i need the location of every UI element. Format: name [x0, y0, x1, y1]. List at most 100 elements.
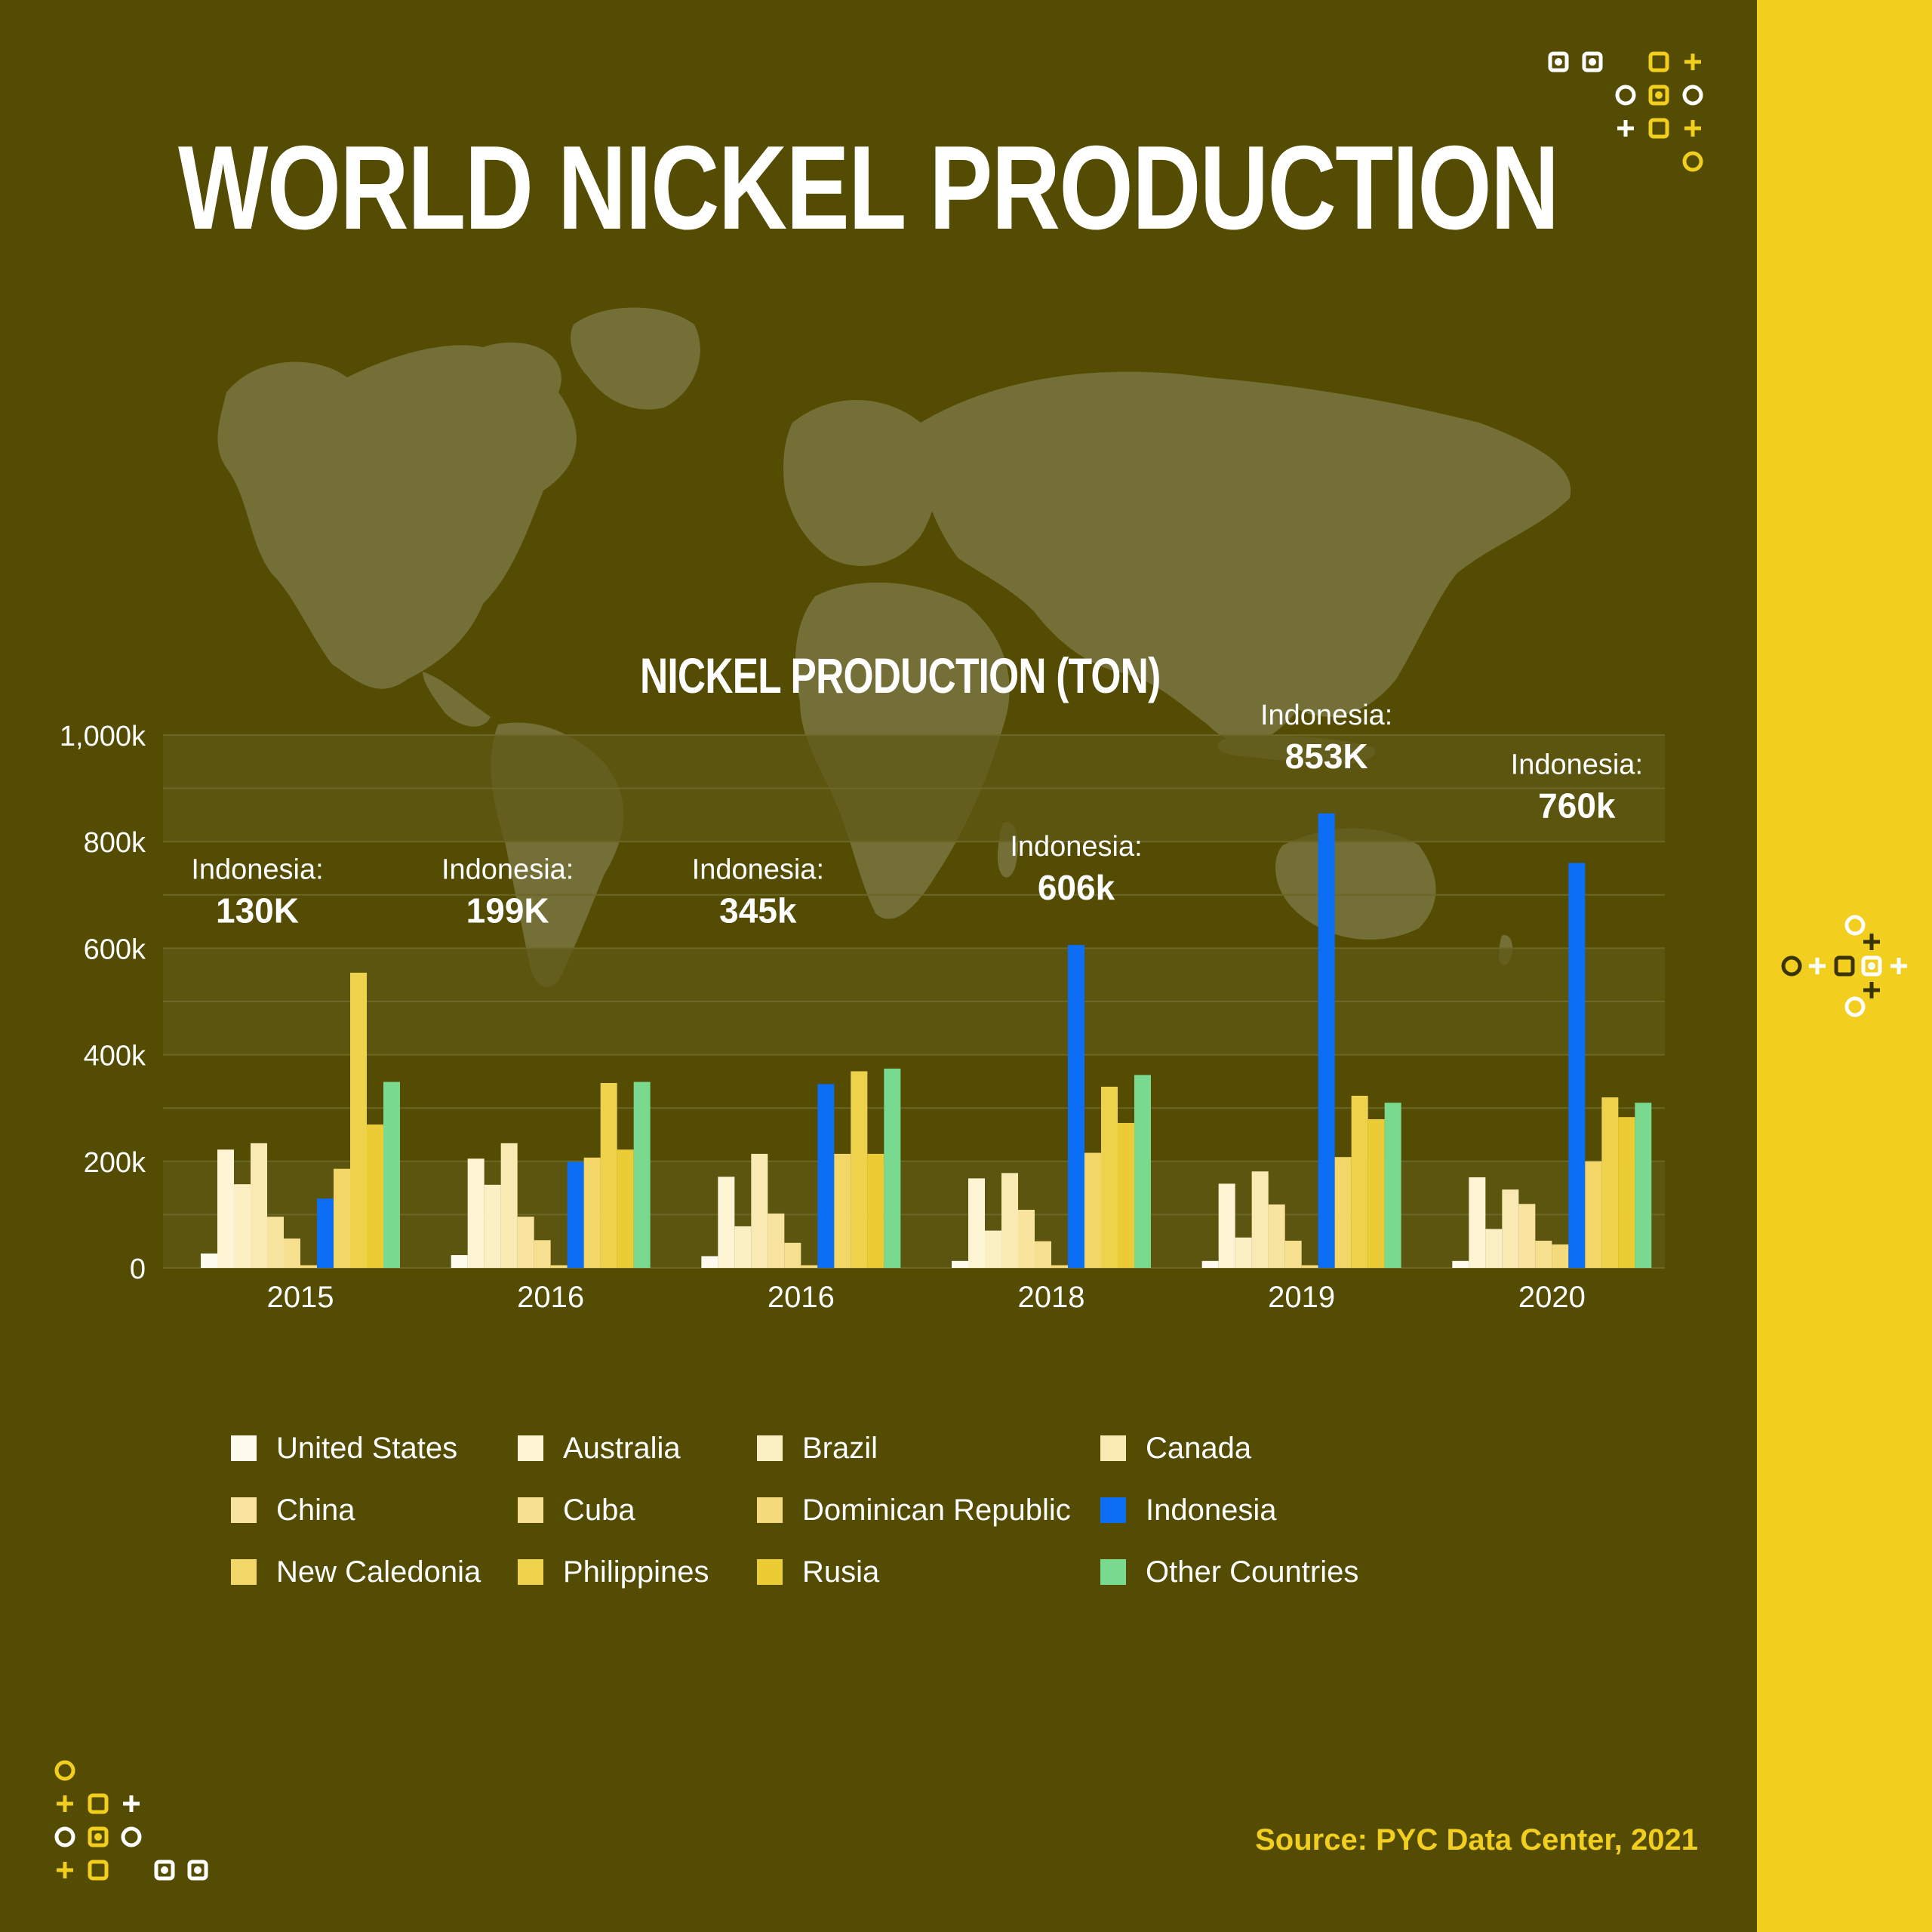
bar-rusia: [367, 1124, 383, 1268]
circle-icon: [121, 1826, 142, 1847]
annotation-label: Indonesia:: [441, 854, 574, 886]
bar-cuba: [1035, 1241, 1051, 1268]
map-greenland: [571, 307, 700, 410]
chart-annotations: Indonesia: 130K Indonesia: 199K Indonesia: 34…: [191, 700, 1643, 931]
x-tick-label: 2020: [1518, 1281, 1586, 1314]
bar-canada: [751, 1153, 768, 1268]
bar-other-countries: [633, 1081, 651, 1268]
circle-icon: [1615, 85, 1636, 106]
bar-canada: [1251, 1171, 1269, 1268]
bar-indonesia: [567, 1161, 584, 1268]
bar-indonesia: [317, 1198, 334, 1268]
legend-swatch: [1100, 1559, 1126, 1585]
bar-brazil: [734, 1226, 752, 1268]
circle-icon: [1682, 151, 1703, 172]
bar-indonesia: [817, 1084, 835, 1268]
x-tick-label: 2016: [517, 1281, 584, 1314]
bar-philippines: [600, 1083, 617, 1268]
bar-indonesia: [1318, 813, 1335, 1268]
y-tick-label: 0: [130, 1254, 146, 1285]
legend-label: Rusia: [802, 1555, 880, 1589]
square-icon: [1648, 118, 1669, 139]
bar-rusia: [1118, 1122, 1134, 1268]
bar-australia: [1218, 1183, 1235, 1268]
y-axis: 0 200k 400k 600k 800k 1,000k: [60, 721, 146, 1285]
legend-swatch: [231, 1435, 257, 1461]
bar-united-states: [1452, 1260, 1469, 1268]
legend-label: Brazil: [802, 1431, 878, 1465]
legend-swatch: [1100, 1497, 1126, 1523]
dot-icon: [1655, 91, 1663, 99]
legend-label: Philippines: [563, 1555, 709, 1589]
y-tick-label: 600k: [84, 934, 146, 965]
legend-label: Other Countries: [1146, 1555, 1359, 1589]
annotation-value: 760k: [1538, 786, 1616, 825]
dot-icon: [1868, 962, 1875, 970]
bar-rusia: [1367, 1119, 1385, 1268]
bar-cuba: [1284, 1240, 1302, 1268]
x-axis: 2015 2016 2016 2018 2019 2020: [267, 1281, 1586, 1314]
annotation-value: 130K: [216, 891, 299, 931]
legend-label: Canada: [1146, 1431, 1252, 1465]
bar-canada: [1001, 1173, 1018, 1268]
circle-icon: [1682, 85, 1703, 106]
bar-brazil: [1235, 1237, 1252, 1268]
bar-dominican-republic: [1301, 1265, 1318, 1268]
map-asia: [921, 371, 1571, 743]
annotation-value: 853K: [1285, 737, 1368, 776]
bar-australia: [467, 1158, 485, 1268]
y-tick-label: 400k: [84, 1041, 146, 1072]
legend-swatch: [231, 1559, 257, 1585]
chart-gridlines: [163, 734, 1665, 1269]
legend-label: China: [276, 1493, 355, 1527]
legend-swatch: [518, 1559, 543, 1585]
legend-item-cuba: Cuba: [518, 1491, 635, 1529]
x-tick-label: 2019: [1268, 1281, 1335, 1314]
bar-new-caledonia: [334, 1168, 350, 1268]
square-icon: [1648, 85, 1669, 106]
bar-cuba: [284, 1238, 300, 1268]
bar-other-countries: [1384, 1103, 1401, 1268]
bar-cuba: [784, 1242, 801, 1268]
decoration-side-strip: [1781, 915, 1907, 1017]
square-icon: [1548, 51, 1569, 72]
bar-united-states: [701, 1256, 718, 1268]
legend-label: United States: [276, 1431, 458, 1465]
annotation-label: Indonesia:: [1010, 831, 1142, 863]
bar-philippines: [350, 972, 367, 1268]
legend-item-brazil: Brazil: [757, 1429, 878, 1467]
annotation-value: 345k: [719, 891, 797, 931]
bar-brazil: [1485, 1229, 1503, 1268]
dot-icon: [1555, 58, 1562, 66]
annotation-label: Indonesia:: [191, 854, 323, 886]
legend-label: Dominican Republic: [802, 1493, 1071, 1527]
dot-icon: [94, 1833, 102, 1841]
bar-united-states: [451, 1255, 468, 1268]
bar-australia: [968, 1178, 985, 1268]
legend-item-united-states: United States: [231, 1429, 457, 1467]
bar-brazil: [234, 1184, 251, 1268]
square-icon: [88, 1826, 109, 1847]
legend-swatch: [757, 1435, 783, 1461]
y-tick-label: 200k: [84, 1147, 146, 1179]
bar-australia: [718, 1177, 735, 1268]
chart-bars: [201, 813, 1652, 1268]
dot-icon: [161, 1866, 168, 1874]
x-tick-label: 2015: [267, 1281, 334, 1314]
bar-canada: [251, 1143, 267, 1268]
dot-icon: [1589, 58, 1596, 66]
square-icon: [1834, 955, 1855, 977]
bar-china: [267, 1217, 284, 1268]
bar-philippines: [1101, 1086, 1118, 1268]
bar-canada: [1502, 1189, 1519, 1268]
bar-china: [768, 1213, 785, 1268]
decoration-top-right: [1548, 51, 1703, 172]
square-icon: [88, 1860, 109, 1881]
y-tick-label: 800k: [84, 827, 146, 859]
x-tick-label: 2016: [768, 1281, 835, 1314]
legend-label: Indonesia: [1146, 1493, 1277, 1527]
bar-new-caledonia: [1334, 1157, 1352, 1268]
bar-brazil: [985, 1230, 1001, 1268]
bar-dominican-republic: [300, 1265, 317, 1268]
